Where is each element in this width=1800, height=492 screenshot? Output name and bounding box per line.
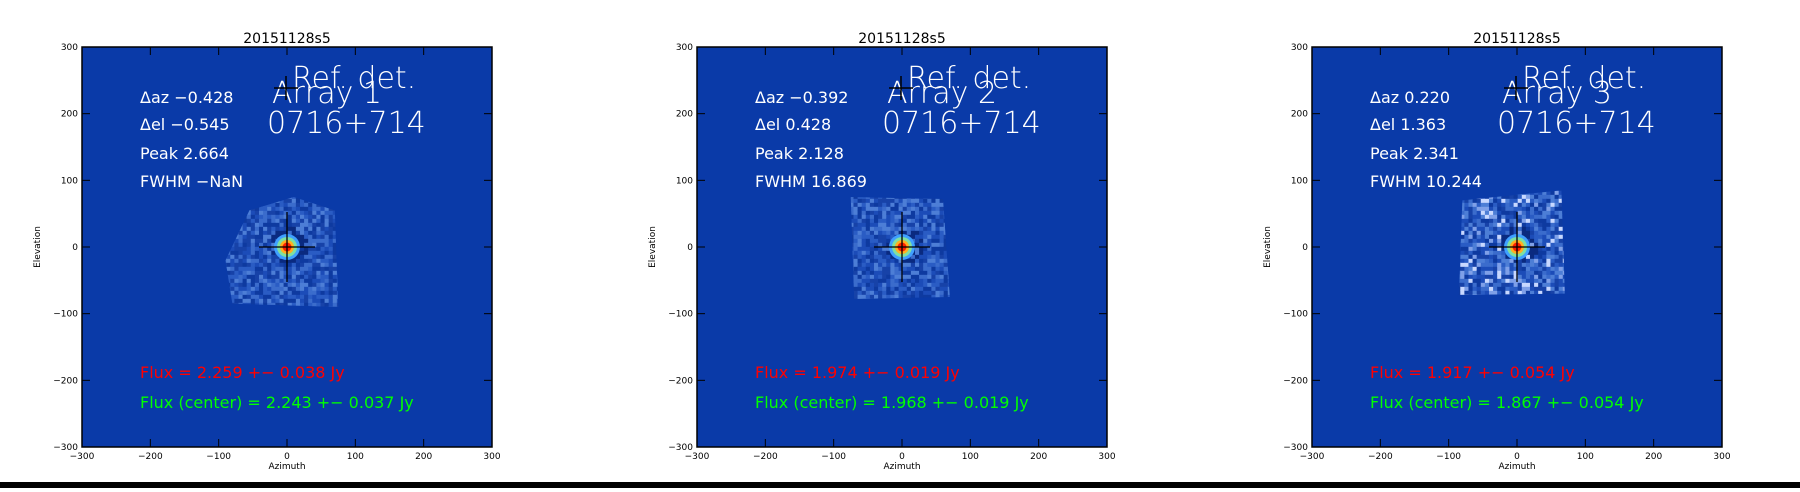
- flux-label: Flux = 2.259 +− 0.038 Jy: [140, 363, 345, 382]
- x-tick-label: 100: [962, 452, 979, 462]
- delta-az-label: Δaz 0.220: [1370, 88, 1450, 107]
- y-axis-label: Elevation: [33, 226, 43, 268]
- x-tick-label: 0: [899, 452, 905, 462]
- array-label: Array 1: [272, 76, 382, 111]
- x-tick-label: −300: [1300, 452, 1325, 462]
- flux-label: Flux = 1.974 +− 0.019 Jy: [755, 363, 960, 382]
- x-tick-label: 300: [1713, 452, 1730, 462]
- y-tick-label: −100: [1283, 310, 1308, 320]
- x-tick-label: 300: [1098, 452, 1115, 462]
- peak-label: Peak 2.128: [755, 144, 844, 163]
- x-tick-label: −200: [138, 452, 163, 462]
- chart-title: 20151128s5: [858, 31, 945, 47]
- fwhm-label: FWHM 10.244: [1370, 172, 1482, 191]
- x-tick-label: 200: [415, 452, 432, 462]
- ref-det-label: Ref. det.: [1522, 61, 1646, 96]
- y-tick-label: −300: [53, 443, 78, 453]
- map-region: [1458, 190, 1565, 295]
- x-tick-label: −300: [70, 452, 95, 462]
- y-tick-label: 100: [1291, 176, 1308, 186]
- array-1-chart: −300 −200 −100 0 100 200 300 −300 −200 −100 0 100 20…: [33, 31, 501, 472]
- y-tick-label: −300: [668, 443, 693, 453]
- x-tick-label: 200: [1030, 452, 1047, 462]
- chart-title: 20151128s5: [243, 31, 330, 47]
- source-label: 0716+714: [1497, 106, 1656, 141]
- delta-az-label: Δaz −0.392: [755, 88, 848, 107]
- y-tick-label: 300: [1291, 43, 1308, 53]
- peak-label: Peak 2.341: [1370, 144, 1459, 163]
- y-tick-label: 0: [687, 243, 693, 253]
- flux-center-label: Flux (center) = 1.968 +− 0.019 Jy: [755, 393, 1029, 412]
- y-tick-label: 200: [1291, 110, 1308, 120]
- fwhm-label: FWHM 16.869: [755, 172, 867, 191]
- delta-el-label: Δel −0.545: [140, 115, 230, 134]
- source-label: 0716+714: [267, 106, 426, 141]
- x-tick-label: −100: [206, 452, 231, 462]
- flux-center-label: Flux (center) = 1.867 +− 0.054 Jy: [1370, 393, 1644, 412]
- x-axis-label: Azimuth: [883, 462, 920, 472]
- array-3-chart: −300 −200 −100 0 100 200 300 −300 −200 −100 0 100 20…: [1263, 31, 1731, 472]
- x-tick-label: −100: [1436, 452, 1461, 462]
- y-tick-label: −200: [1283, 376, 1308, 386]
- y-tick-label: 300: [676, 43, 693, 53]
- array-2-chart: −300 −200 −100 0 100 200 300 −300 −200 −100 0 100 20…: [648, 31, 1116, 472]
- ref-det-label: Ref. det.: [292, 61, 416, 96]
- x-tick-label: −300: [685, 452, 710, 462]
- x-tick-label: 0: [284, 452, 290, 462]
- x-axis-label: Azimuth: [1498, 462, 1535, 472]
- y-tick-label: 300: [61, 43, 78, 53]
- chart-title: 20151128s5: [1473, 31, 1560, 47]
- source-label: 0716+714: [882, 106, 1041, 141]
- flux-label: Flux = 1.917 +− 0.054 Jy: [1370, 363, 1575, 382]
- flux-center-label: Flux (center) = 2.243 +− 0.037 Jy: [140, 393, 414, 412]
- y-axis-label: Elevation: [1263, 226, 1273, 268]
- y-axis-label: Elevation: [648, 226, 658, 268]
- x-tick-label: 200: [1645, 452, 1662, 462]
- array-1-panel: −300 −200 −100 0 100 200 300 −300 −200 −100 0 100 20…: [0, 0, 560, 488]
- x-axis-label: Azimuth: [268, 462, 305, 472]
- x-tick-label: −100: [821, 452, 846, 462]
- y-tick-label: −200: [668, 376, 693, 386]
- y-tick-label: 200: [61, 110, 78, 120]
- peak-label: Peak 2.664: [140, 144, 229, 163]
- y-tick-label: −200: [53, 376, 78, 386]
- y-tick-label: −100: [668, 310, 693, 320]
- array-3-panel: −300 −200 −100 0 100 200 300 −300 −200 −100 0 100 20…: [1230, 0, 1790, 488]
- array-label: Array 3: [1502, 76, 1612, 111]
- x-tick-label: −200: [1368, 452, 1393, 462]
- array-label: Array 2: [887, 76, 997, 111]
- ref-det-label: Ref. det.: [907, 61, 1031, 96]
- delta-el-label: Δel 0.428: [755, 115, 831, 134]
- y-tick-label: 200: [676, 110, 693, 120]
- delta-el-label: Δel 1.363: [1370, 115, 1446, 134]
- y-tick-label: 100: [676, 176, 693, 186]
- x-tick-label: 100: [1577, 452, 1594, 462]
- x-tick-label: 0: [1514, 452, 1520, 462]
- array-2-panel: −300 −200 −100 0 100 200 300 −300 −200 −100 0 100 20…: [615, 0, 1175, 488]
- delta-az-label: Δaz −0.428: [140, 88, 233, 107]
- y-tick-label: −100: [53, 310, 78, 320]
- y-tick-label: 100: [61, 176, 78, 186]
- fwhm-label: FWHM −NaN: [140, 172, 243, 191]
- y-tick-label: 0: [72, 243, 78, 253]
- y-tick-label: −300: [1283, 443, 1308, 453]
- x-tick-label: 100: [347, 452, 364, 462]
- bottom-border: [0, 482, 1800, 488]
- x-tick-label: 300: [483, 452, 500, 462]
- x-tick-label: −200: [753, 452, 778, 462]
- y-tick-label: 0: [1302, 243, 1308, 253]
